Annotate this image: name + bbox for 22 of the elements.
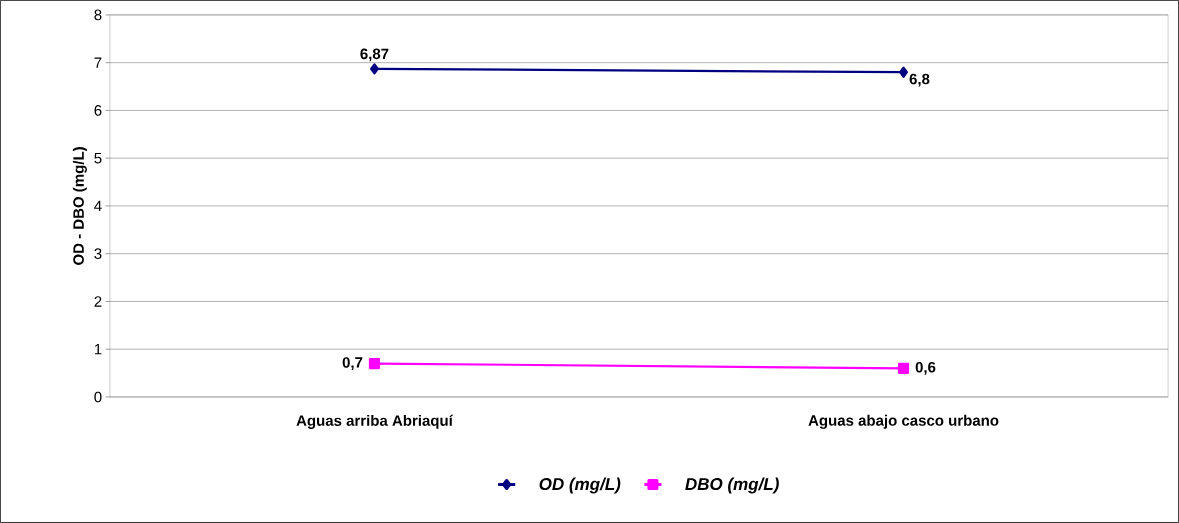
point — [369, 63, 379, 75]
y-tick-label: 0 — [94, 391, 102, 403]
x-tick-label: Aguas arriba Abriaquí — [296, 414, 454, 430]
data-label: 0,7 — [342, 357, 363, 370]
y-tick-label: 3 — [94, 248, 102, 260]
data-label: 6,87 — [360, 48, 389, 62]
y-tick-label: 4 — [94, 200, 102, 212]
y-tick-label: 2 — [94, 296, 102, 307]
y-tick-label: 7 — [94, 57, 102, 68]
legend-label: DBO (mg/L) — [685, 477, 779, 494]
y-tick-label: 1 — [94, 344, 102, 355]
legend-label: OD (mg/L) — [539, 477, 621, 494]
y-tick-label: 8 — [94, 9, 102, 21]
data-label: 6,8 — [909, 73, 930, 87]
x-tick-label: Aguas abajo casco urbano — [808, 414, 999, 429]
point — [897, 362, 910, 374]
point — [899, 66, 909, 78]
y-tick-label: 5 — [94, 153, 102, 164]
y-axis-title: OD - DBO (mg/L) — [72, 147, 87, 265]
data-label: 0,6 — [915, 361, 936, 375]
y-tick-label: 6 — [94, 105, 102, 116]
point — [368, 357, 381, 370]
